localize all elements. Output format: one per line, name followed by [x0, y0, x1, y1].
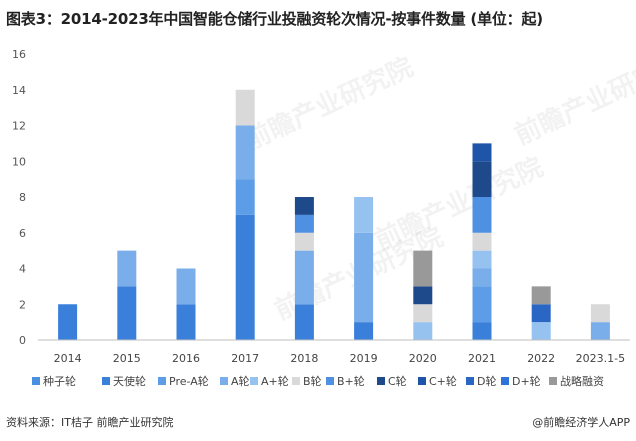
watermark-text: 前瞻产业研究院: [510, 46, 636, 151]
legend-swatch: [220, 377, 228, 385]
legend: 种子轮 天使轮 Pre-A轮 A轮 A+轮 B轮 B+轮 C轮 C+轮 D轮 D+轮 战略融资: [32, 374, 604, 388]
legend-label: A+轮: [261, 374, 289, 388]
legend-label: 种子轮: [43, 374, 76, 388]
legend-label: A轮: [231, 374, 250, 388]
bar-segment: [472, 322, 492, 340]
x-tick-label: 2016: [172, 352, 200, 365]
bar-segment: [176, 304, 196, 340]
bar-segment: [590, 304, 610, 323]
bar-segment: [531, 286, 551, 305]
x-tick-label: 2020: [409, 352, 437, 365]
legend-label: C+轮: [429, 374, 457, 388]
bar-segment: [294, 197, 314, 215]
x-tick-label: 2019: [350, 352, 378, 365]
watermark-text: 前瞻产业研究院: [240, 51, 418, 156]
bar-segment: [413, 322, 433, 340]
bar-segment: [472, 232, 492, 251]
y-tick-label: 16: [12, 48, 26, 61]
x-tick-label: 2014: [54, 352, 82, 365]
watermark-text: 前瞻产业研究院: [370, 151, 548, 256]
legend-swatch: [292, 377, 300, 385]
legend-label: B+轮: [337, 374, 365, 388]
legend-label: 天使轮: [113, 374, 146, 388]
bar-segment: [413, 286, 433, 305]
y-tick-label: 8: [19, 191, 26, 204]
legend-swatch: [466, 377, 474, 385]
legend-swatch: [549, 377, 557, 385]
bar-segment: [472, 250, 492, 269]
bar-segment: [531, 304, 551, 323]
bar-segment: [176, 268, 196, 305]
bar-segment: [413, 304, 433, 323]
chart-title: 图表3：2014-2023年中国智能仓储行业投融资轮次情况-按事件数量 (单位：…: [6, 10, 543, 28]
legend-label: D轮: [477, 374, 496, 388]
bar-segment: [354, 232, 374, 323]
x-tick-label: 2022: [527, 352, 555, 365]
bar-segment: [294, 304, 314, 340]
y-tick-label: 2: [19, 298, 26, 311]
bar-segment: [294, 250, 314, 305]
bar-segment: [354, 322, 374, 340]
bar-segment: [590, 322, 610, 340]
y-tick-label: 6: [19, 227, 26, 240]
y-axis: 0 2 4 6 8 10 12 14 16: [12, 48, 26, 347]
legend-swatch: [158, 377, 166, 385]
bar-segment: [413, 250, 433, 287]
bar-segment: [235, 89, 255, 126]
y-tick-label: 14: [12, 84, 26, 97]
bar-segment: [117, 250, 137, 287]
bar-segment: [531, 322, 551, 340]
bar-segment: [235, 179, 255, 215]
bar-segment: [294, 214, 314, 233]
bar-segment: [235, 125, 255, 180]
bar-segment: [354, 197, 374, 233]
y-tick-label: 12: [12, 120, 26, 133]
legend-swatch: [102, 377, 110, 385]
legend-swatch: [250, 377, 258, 385]
legend-label: C轮: [388, 374, 407, 388]
legend-label: D+轮: [512, 374, 541, 388]
bars-layer: [58, 89, 610, 340]
x-tick-label: 2018: [290, 352, 318, 365]
y-tick-label: 0: [19, 334, 26, 347]
bar-segment: [472, 268, 492, 287]
legend-swatch: [32, 377, 40, 385]
x-tick-label: 2015: [113, 352, 141, 365]
credit-note: @前瞻经济学人APP: [532, 416, 630, 429]
bar-segment: [472, 197, 492, 233]
legend-swatch: [326, 377, 334, 385]
bar-segment: [58, 304, 78, 340]
legend-swatch: [418, 377, 426, 385]
bar-segment: [472, 143, 492, 162]
bar-segment: [472, 161, 492, 197]
bar-segment: [117, 286, 137, 340]
source-note: 资料来源：IT桔子 前瞻产业研究院: [6, 416, 174, 429]
x-tick-label: 2021: [468, 352, 496, 365]
legend-swatch: [501, 377, 509, 385]
x-tick-label: 2023.1-5: [576, 352, 625, 365]
y-tick-label: 10: [12, 155, 26, 168]
y-tick-label: 4: [19, 263, 26, 276]
bar-segment: [472, 286, 492, 323]
legend-label: 战略融资: [560, 374, 604, 388]
legend-swatch: [377, 377, 385, 385]
x-tick-label: 2017: [231, 352, 259, 365]
bar-segment: [235, 214, 255, 340]
legend-label: B轮: [303, 374, 322, 388]
bar-segment: [294, 232, 314, 251]
x-axis: 2014 2015 2016 2017 2018 2019 2020 2021 2022 2023…: [38, 339, 630, 365]
legend-label: Pre-A轮: [169, 374, 209, 388]
